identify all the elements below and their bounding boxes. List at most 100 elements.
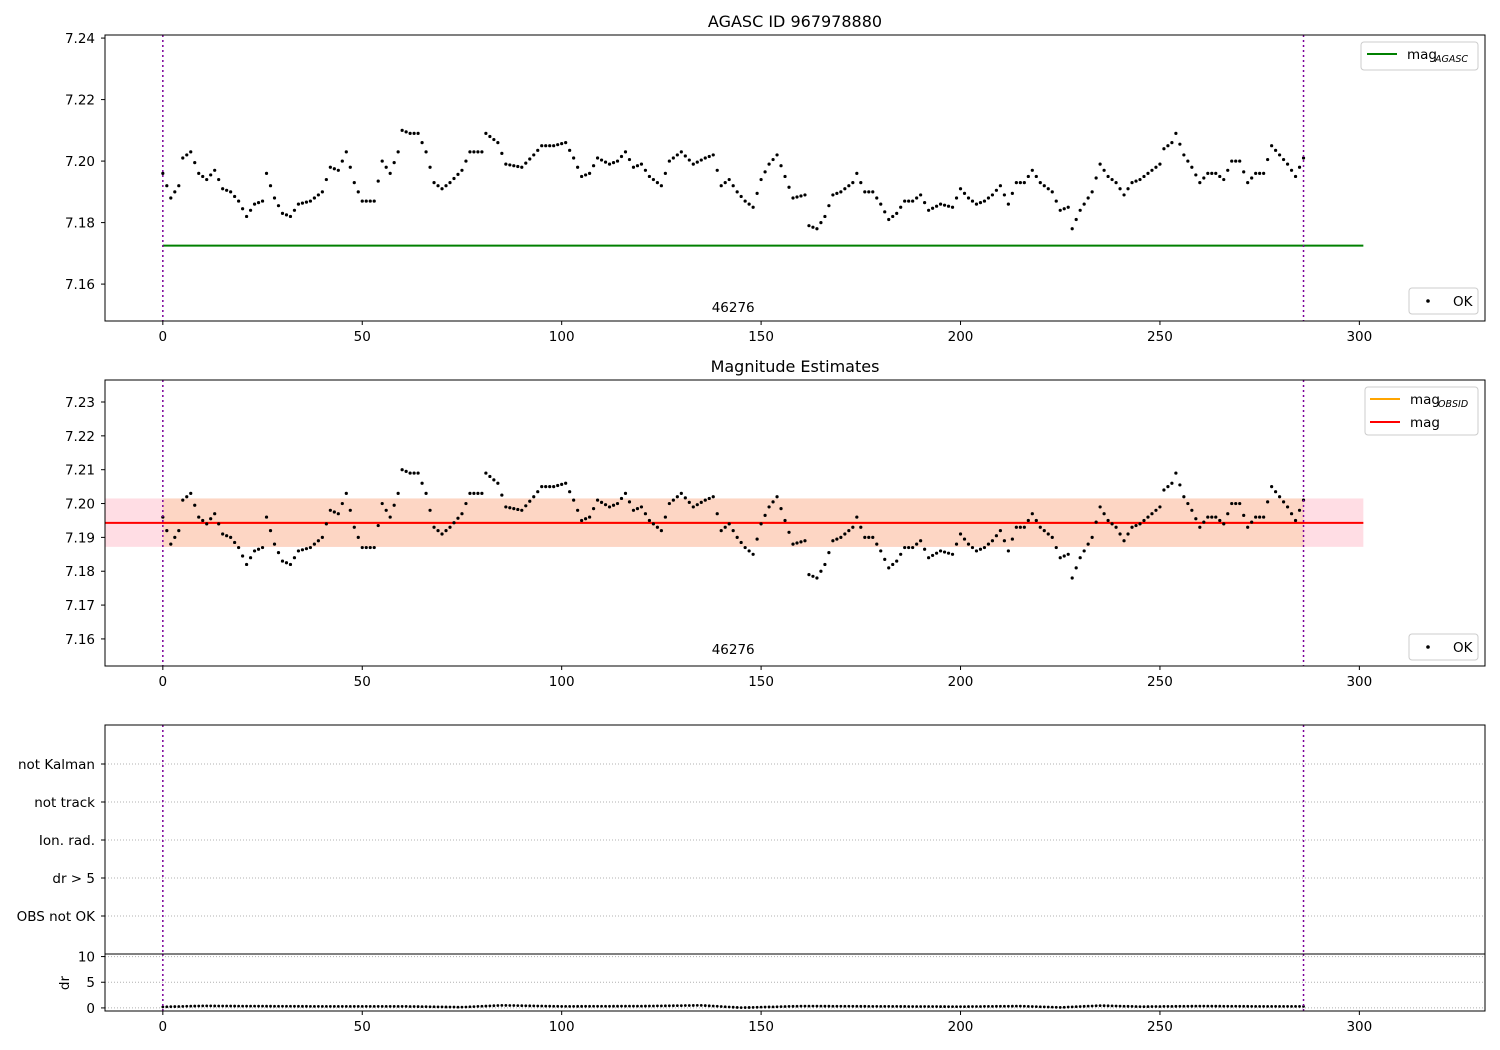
agasc-point-278 — [1270, 144, 1274, 148]
estimates-point-39 — [316, 539, 320, 543]
dr-point-44 — [336, 1004, 340, 1008]
dr-point-153 — [771, 1005, 775, 1009]
estimates-point-261 — [1202, 520, 1206, 524]
dr-point-2 — [169, 1005, 173, 1009]
dr-point-18 — [233, 1004, 237, 1008]
dr-point-128 — [671, 1004, 675, 1008]
agasc-point-113 — [611, 161, 616, 165]
estimates-point-146 — [743, 545, 747, 550]
agasc-point-275 — [1258, 171, 1262, 175]
estimates-point-201 — [962, 537, 967, 541]
estimates-point-69 — [436, 529, 440, 533]
agasc-point-238 — [1110, 177, 1114, 182]
dr-point-71 — [444, 1005, 448, 1009]
agasc-point-253 — [1170, 141, 1174, 145]
estimates-point-231 — [1082, 549, 1086, 553]
estimates-point-70 — [440, 532, 444, 536]
dr-point-10 — [201, 1004, 205, 1008]
dr-point-238 — [1110, 1004, 1114, 1008]
flags-ytick-label-1: dr > 5 — [52, 871, 95, 887]
estimates-point-97 — [548, 485, 552, 489]
dr-point-94 — [536, 1004, 540, 1008]
agasc-point-127 — [667, 159, 671, 163]
dr-point-278 — [1270, 1004, 1274, 1008]
agasc-point-216 — [1022, 181, 1026, 185]
dr-point-151 — [763, 1005, 767, 1009]
dr-point-117 — [628, 1004, 631, 1008]
agasc-point-217 — [1026, 174, 1030, 179]
estimates-point-77 — [468, 491, 472, 495]
agasc-point-34 — [296, 202, 301, 206]
estimates-point-199 — [954, 542, 959, 546]
legend-ok-label-2: OK — [1453, 640, 1474, 656]
agasc-point-110 — [599, 158, 604, 162]
agasc-point-50 — [360, 199, 364, 203]
dr-point-280 — [1278, 1004, 1281, 1008]
dr-point-248 — [1150, 1005, 1154, 1008]
dr-point-266 — [1222, 1004, 1226, 1008]
agasc-xtick-label-0: 0 — [159, 329, 168, 345]
agasc-point-132 — [687, 158, 691, 162]
estimates-point-72 — [448, 525, 452, 529]
dr-point-21 — [245, 1004, 248, 1008]
estimates-point-17 — [229, 535, 233, 539]
agasc-point-43 — [332, 167, 336, 171]
estimates-panel: 0 50 100 150 200 250 300 7.16 7.17 7.18 7.19 7.20 7… — [65, 357, 1486, 690]
estimates-point-192 — [927, 556, 931, 560]
dr-point-214 — [1014, 1004, 1018, 1008]
estimates-point-20 — [241, 554, 245, 558]
dr-point-273 — [1250, 1004, 1254, 1008]
dr-point-88 — [512, 1004, 516, 1007]
estimates-point-210 — [998, 529, 1003, 533]
dr-point-119 — [636, 1004, 639, 1008]
estimates-point-46 — [344, 491, 348, 495]
agasc-point-281 — [1281, 157, 1286, 162]
dr-point-221 — [1042, 1005, 1046, 1009]
agasc-point-36 — [304, 200, 309, 204]
dr-point-114 — [616, 1004, 619, 1008]
agasc-point-90 — [520, 165, 524, 169]
dr-point-169 — [835, 1004, 839, 1008]
estimates-point-126 — [663, 515, 667, 519]
dr-point-190 — [919, 1005, 923, 1008]
agasc-point-66 — [424, 150, 428, 154]
estimates-ytick-label-4: 7.20 — [65, 497, 95, 513]
agasc-point-32 — [288, 214, 293, 219]
agasc-xtick-label-50: 50 — [354, 329, 371, 345]
estimates-point-161 — [803, 539, 807, 543]
dr-point-49 — [356, 1004, 360, 1008]
estimates-point-198 — [950, 552, 955, 556]
estimates-point-170 — [839, 535, 843, 539]
agasc-point-103 — [572, 156, 576, 160]
estimates-point-282 — [1285, 505, 1290, 509]
agasc-point-71 — [444, 184, 448, 188]
estimates-point-129 — [675, 495, 679, 499]
estimates-point-275 — [1258, 515, 1262, 519]
estimates-xtick-label-50: 50 — [354, 674, 371, 690]
legend-ok-label: OK — [1453, 294, 1474, 310]
legend-ok-marker — [1426, 299, 1430, 303]
dr-panel: 0 50 100 150 200 250 300 0 5 10 dr — [57, 950, 1486, 1035]
agasc-point-86 — [504, 162, 508, 166]
agasc-point-98 — [552, 144, 556, 148]
dr-point-116 — [624, 1004, 627, 1008]
dr-point-33 — [293, 1004, 296, 1008]
estimates-point-137 — [707, 496, 711, 501]
agasc-point-203 — [970, 199, 975, 203]
estimates-point-246 — [1142, 518, 1146, 523]
estimates-point-27 — [268, 529, 273, 533]
agasc-point-261 — [1202, 176, 1206, 180]
estimates-point-240 — [1118, 532, 1122, 536]
dr-point-46 — [344, 1004, 348, 1008]
estimates-point-280 — [1277, 495, 1282, 499]
agasc-point-17 — [229, 190, 233, 194]
agasc-point-183 — [891, 214, 895, 219]
dr-point-165 — [819, 1004, 823, 1008]
agasc-point-111 — [603, 160, 608, 164]
dr-point-80 — [480, 1004, 484, 1008]
agasc-point-134 — [695, 160, 699, 164]
agasc-point-48 — [352, 181, 356, 185]
estimates-ytick-label-1: 7.17 — [65, 598, 95, 614]
agasc-point-89 — [516, 164, 520, 169]
agasc-point-160 — [799, 194, 803, 198]
